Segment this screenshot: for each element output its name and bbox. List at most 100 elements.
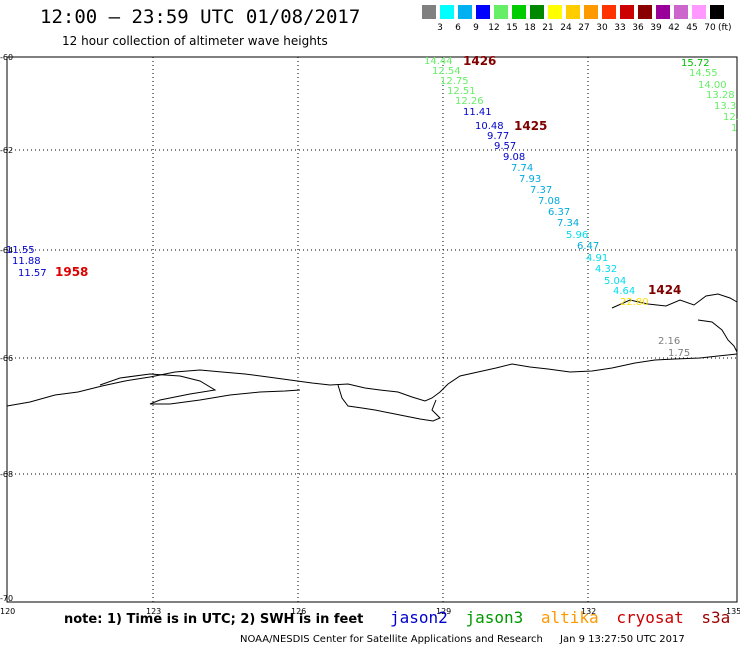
wave-height-value: 13.28: [706, 90, 735, 101]
pass-label: 1425: [514, 119, 547, 133]
colorbar-label: 39: [650, 23, 662, 33]
wave-height-value: 13.3: [714, 101, 736, 112]
lat-label: -60: [0, 53, 13, 62]
colorbar-bin: [692, 5, 707, 19]
colorbar-bin: [548, 5, 563, 19]
wave-height-value: 5.04: [604, 276, 626, 287]
colorbar-bin: [638, 5, 653, 19]
satellite-legend: jason2 jason3 altika cryosat s3a: [390, 608, 738, 627]
wave-height-value: 7.74: [511, 163, 533, 174]
wave-height-value: 1: [731, 123, 737, 134]
lon-label: 132: [581, 607, 596, 616]
wave-height-value: 1.75: [668, 348, 690, 359]
wave-height-value: 14.00: [698, 80, 727, 91]
wave-height-value: 12.54: [432, 66, 461, 77]
colorbar-label: 42: [668, 23, 680, 33]
wave-height-value: 4.91: [586, 253, 608, 264]
colorbar-bin: [494, 5, 509, 19]
wave-height-value: 14.55: [689, 68, 718, 79]
colorbar-unit: (ft): [718, 23, 732, 33]
colorbar-label: 36: [632, 23, 644, 33]
satellite-legend-item: cryosat: [616, 608, 684, 627]
lat-label: -62: [0, 146, 13, 155]
wave-height-value: 9.77: [487, 131, 509, 142]
wave-height-value: 2.16: [658, 336, 680, 347]
satellite-legend-item: jason2: [390, 608, 448, 627]
coastline-inlet: [337, 384, 441, 422]
wave-height-value: 6.47: [577, 241, 599, 252]
coastline-east-lower: [697, 319, 738, 353]
graticule: [7, 57, 737, 602]
lon-label: 126: [291, 607, 306, 616]
colorbar-bin: [476, 5, 491, 19]
colorbar-label: 27: [578, 23, 590, 33]
wave-height-value: 10.48: [475, 121, 504, 132]
colorbar-label: 6: [455, 23, 461, 33]
colorbar-bin: [602, 5, 617, 19]
wave-height-value: 7.34: [557, 218, 579, 229]
satellite-legend-item: jason3: [465, 608, 524, 627]
wave-height-value: 11.55: [6, 245, 35, 256]
wave-height-value: 4.64: [613, 286, 635, 297]
lat-label: -66: [0, 354, 13, 363]
colorbar-bin: [512, 5, 527, 19]
units-note: note: 1) Time is in UTC; 2) SWH is in fe…: [64, 612, 364, 627]
colorbar-bin: [530, 5, 545, 19]
footer: NOAA/NESDIS Center for Satellite Applica…: [240, 634, 685, 645]
lat-label: -64: [0, 246, 13, 255]
satellite-legend-item: altika: [540, 608, 599, 627]
map-subtitle: 12 hour collection of altimeter wave hei…: [62, 34, 328, 48]
footer-credit: NOAA/NESDIS Center for Satellite Applica…: [240, 634, 543, 645]
wave-height-value: 15.72: [681, 58, 710, 69]
colorbar-label: 45: [686, 23, 698, 33]
colorbar-bin: [458, 5, 473, 19]
wave-height-value: 12.51: [447, 86, 476, 97]
wave-height-value: 11.88: [12, 256, 41, 267]
lat-label: -68: [0, 470, 13, 479]
footer-timestamp: Jan 9 13:27:50 UTC 2017: [560, 634, 685, 645]
wave-height-value: 7.08: [538, 196, 560, 207]
wave-height-value: 9.08: [503, 152, 525, 163]
lon-label: 129: [436, 607, 451, 616]
colorbar-label: 30: [596, 23, 608, 33]
wave-height-value: 5.96: [566, 230, 588, 241]
pass-label: 1958: [55, 265, 88, 279]
wave-height-value: 7.37: [530, 185, 552, 196]
coastline-ice-shelf: [99, 373, 301, 405]
colorbar-bin: [656, 5, 671, 19]
colorbar-bin: [620, 5, 635, 19]
colorbar-label: 3: [437, 23, 443, 33]
wave-height-value: 11.41: [463, 107, 492, 118]
colorbar-label: 12: [488, 23, 500, 33]
colorbar-bin: [440, 5, 455, 19]
wave-height-value: 12.75: [440, 76, 469, 87]
wave-height-value: 6.37: [548, 207, 570, 218]
pass-label: 1426: [463, 54, 496, 68]
map-frame: [6, 56, 738, 603]
map-title: 12:00 – 23:59 UTC 01/08/2017: [40, 6, 361, 28]
wave-height-value: 11.57: [18, 268, 47, 279]
colorbar-label: 15: [506, 23, 518, 33]
wave-height-value: 12.: [723, 112, 739, 123]
colorbar-label: 24: [560, 23, 572, 33]
lon-label: 120: [0, 607, 15, 616]
colorbar-label: 21: [542, 23, 554, 33]
wave-height-value: 22.80: [620, 297, 649, 308]
colorbar-label: 33: [614, 23, 626, 33]
colorbar-label: 9: [473, 23, 479, 33]
colorbar-label: 18: [524, 23, 536, 33]
wave-height-value: 12.26: [455, 96, 484, 107]
wave-height-value: 4.32: [595, 264, 617, 275]
colorbar-bin: [584, 5, 599, 19]
satellite-legend-item: s3a: [701, 608, 731, 627]
lon-label: 123: [146, 607, 161, 616]
lon-label: 135: [726, 607, 740, 616]
coastline: [6, 353, 738, 407]
colorbar-bin: [566, 5, 581, 19]
colorbar-bin: [422, 5, 437, 19]
wave-height-value: 14.44: [424, 56, 453, 67]
lat-label: -70: [0, 594, 13, 603]
coastline-east: [611, 293, 738, 309]
wave-height-value: 9.57: [494, 141, 516, 152]
